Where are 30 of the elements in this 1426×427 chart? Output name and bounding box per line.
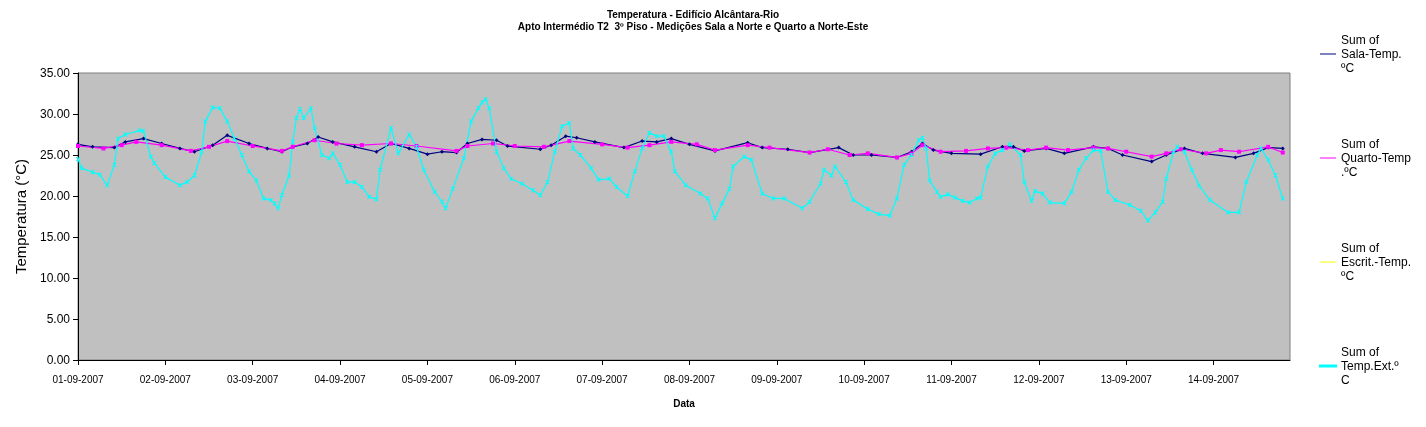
x-tick-label: 09-09-2007 [751, 373, 803, 385]
x-tick-label: 02-09-2007 [139, 373, 192, 385]
x-tick-label: 11-09-2007 [926, 373, 978, 385]
y-tick-label: 35.00 [39, 66, 71, 80]
x-tick-label: 13-09-2007 [1100, 373, 1153, 385]
chart-title: Temperatura - Edifício Alcântara-Rio [606, 8, 780, 20]
y-tick-label: 0.00 [46, 353, 71, 367]
x-tick-label: 04-09-2007 [314, 373, 367, 385]
y-tick-label: 25.00 [39, 148, 71, 162]
y-tick-label: 10.00 [39, 271, 71, 285]
chart-subtitle: Apto Intermédio T2 3º Piso - Medições Sala a Norte e Quarto a Norte-Este [517, 20, 869, 32]
x-tick-label: 12-09-2007 [1013, 373, 1065, 385]
x-tick-label: 14-09-2007 [1187, 373, 1240, 385]
legend-label: Sum of Temp.Ext.ºC [1341, 345, 1400, 387]
y-tick-label: 20.00 [39, 189, 71, 203]
x-tick-label: 03-09-2007 [227, 373, 279, 385]
y-tick-label: 15.00 [39, 230, 71, 244]
y-tick-label: 5.00 [46, 312, 71, 326]
x-tick-label: 10-09-2007 [838, 373, 891, 385]
y-tick-label: 30.00 [39, 107, 71, 121]
legend-label: Sum of Quarto-Temp.ºC [1341, 137, 1412, 179]
legend-label: Sum of Escrit.-Temp.ºC [1341, 241, 1412, 283]
y-axis-title: Temperatura (°C) [12, 158, 29, 275]
legend-label: Sum of Sala-Temp.ºC [1341, 33, 1402, 75]
x-tick-label: 07-09-2007 [576, 373, 629, 385]
x-tick-label: 08-09-2007 [663, 373, 716, 385]
x-axis-title: Data [673, 397, 696, 409]
x-tick-label: 05-09-2007 [401, 373, 454, 385]
x-tick-label: 01-09-2007 [52, 373, 105, 385]
x-tick-label: 06-09-2007 [489, 373, 541, 385]
